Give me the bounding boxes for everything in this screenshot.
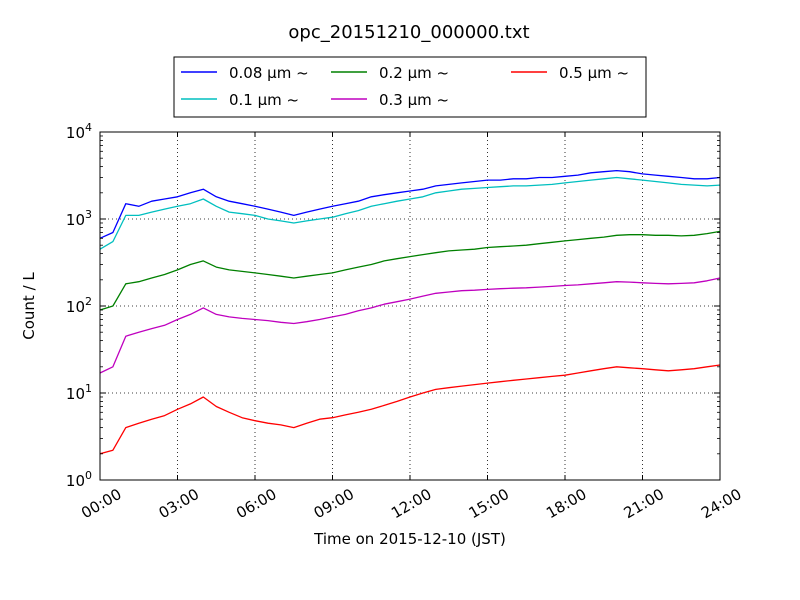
y-tick-label: 103 <box>66 208 92 229</box>
legend-box <box>173 56 647 118</box>
y-tick-base: 10 <box>66 211 85 229</box>
series-line-0 <box>99 169 721 239</box>
series-line-4 <box>99 364 721 455</box>
x-axis-label: Time on 2015-12-10 (JST) <box>313 530 506 548</box>
legend-label-2: 0.2 μm ~ <box>379 64 449 82</box>
y-tick-base: 10 <box>66 385 85 403</box>
series-line-2 <box>99 230 721 311</box>
y-tick-base: 10 <box>66 298 85 316</box>
legend-label-3: 0.3 μm ~ <box>379 91 449 109</box>
y-tick-label: 100 <box>66 469 92 490</box>
series-line-3 <box>99 277 721 374</box>
y-tick-exponent: 2 <box>85 295 92 308</box>
y-tick-exponent: 1 <box>85 382 92 395</box>
y-axis-label: Count / L <box>20 272 38 340</box>
y-tick-label: 102 <box>66 295 92 316</box>
y-tick-base: 10 <box>66 124 85 142</box>
y-tick-label: 101 <box>66 382 92 403</box>
y-tick-exponent: 0 <box>85 469 92 482</box>
legend-label-1: 0.1 μm ~ <box>229 91 299 109</box>
legend-label-4: 0.5 μm ~ <box>559 64 629 82</box>
chart-title: opc_20151210_000000.txt <box>288 22 529 43</box>
series-layer <box>99 169 721 455</box>
y-tick-exponent: 3 <box>85 208 92 221</box>
grid <box>100 132 720 480</box>
series-line-1 <box>99 176 721 250</box>
y-tick-label: 104 <box>66 121 92 142</box>
y-tick-exponent: 4 <box>85 121 92 134</box>
y-tick-base: 10 <box>66 472 85 490</box>
legend-label-0: 0.08 μm ~ <box>229 64 309 82</box>
legend: 0.08 μm ~ 0.1 μm ~ 0.2 μm ~ 0.3 μm ~ 0.5 μm … <box>173 56 647 118</box>
